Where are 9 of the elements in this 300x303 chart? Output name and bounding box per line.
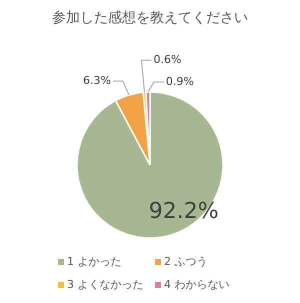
legend-label: 4 わからない bbox=[164, 278, 230, 292]
data-label: 0.6% bbox=[154, 53, 182, 66]
legend-label: 2 ふつう bbox=[164, 255, 208, 268]
legend-label: 3 よくなかった bbox=[67, 278, 144, 292]
data-label: 6.3% bbox=[83, 74, 111, 88]
chart-title: 参加した感想を教えてください bbox=[52, 10, 248, 26]
pie-slice bbox=[76, 91, 224, 239]
legend-label: 1 よかった bbox=[67, 255, 122, 268]
data-label: 0.9% bbox=[166, 75, 194, 88]
